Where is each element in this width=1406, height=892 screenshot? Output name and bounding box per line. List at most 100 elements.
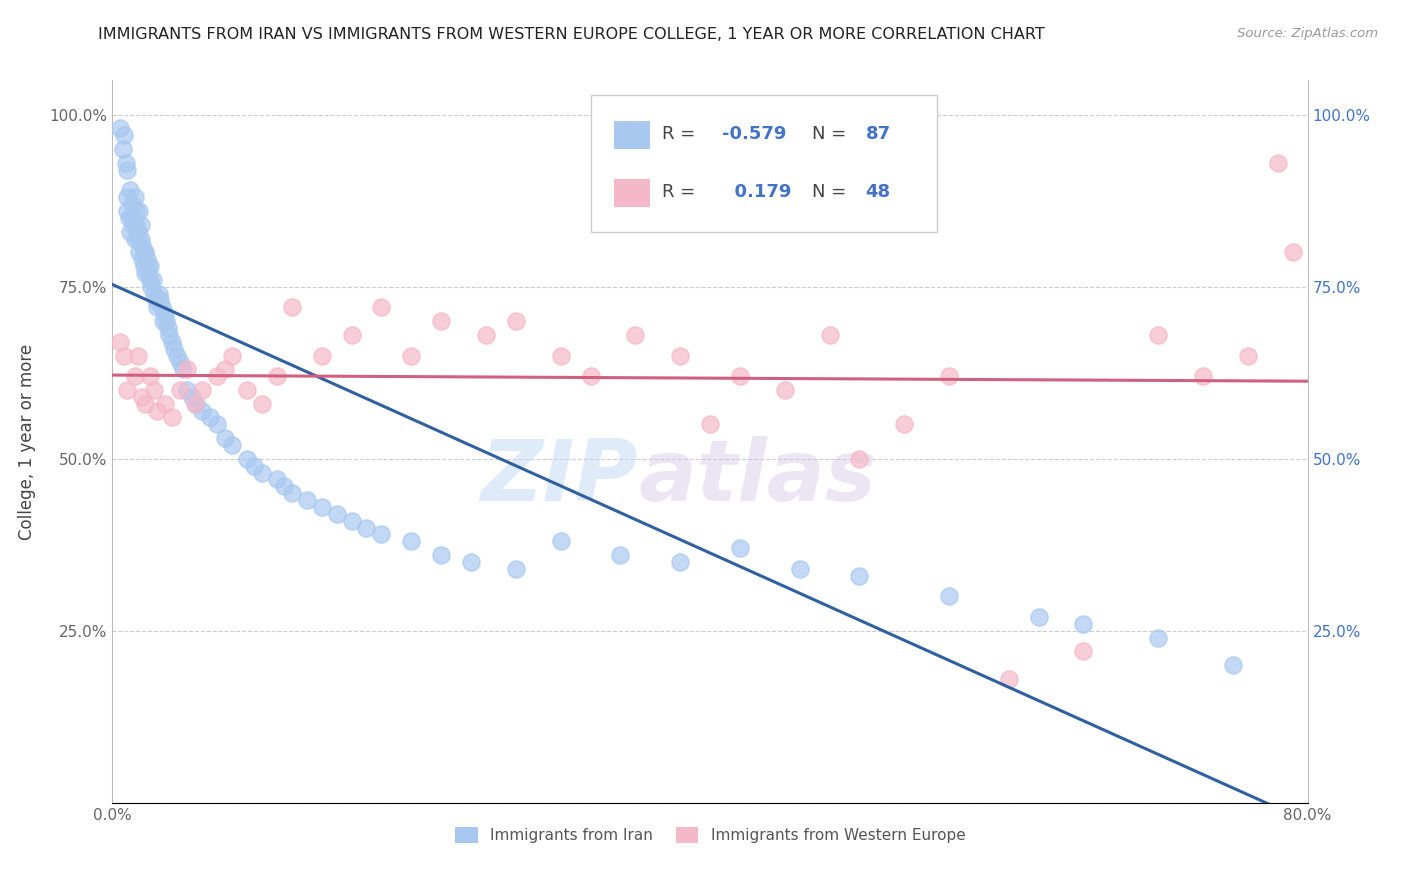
Point [124, 190, 146, 204]
Point [117, 190, 139, 204]
Point [162, 410, 183, 425]
Y-axis label: College, 1 year or more: College, 1 year or more [18, 343, 35, 540]
Point [1281, 245, 1303, 260]
Point [143, 286, 166, 301]
Text: R =: R = [662, 183, 702, 202]
Point [135, 252, 157, 267]
Point [1267, 156, 1289, 170]
Point [122, 218, 145, 232]
Point [340, 327, 363, 342]
Point [609, 548, 631, 562]
Point [117, 162, 139, 177]
Point [205, 417, 228, 432]
Point [138, 266, 160, 280]
Point [266, 369, 288, 384]
Point [132, 245, 155, 260]
Point [176, 383, 198, 397]
Text: 48: 48 [866, 183, 890, 202]
Point [152, 314, 174, 328]
Point [624, 327, 647, 342]
Point [938, 369, 960, 384]
Point [163, 342, 186, 356]
Point [143, 383, 166, 397]
Point [669, 555, 692, 569]
Point [311, 349, 333, 363]
Legend: Immigrants from Iran, Immigrants from Western Europe: Immigrants from Iran, Immigrants from We… [449, 822, 972, 849]
Point [505, 314, 527, 328]
Point [205, 369, 228, 384]
Bar [614, 121, 650, 149]
Point [127, 231, 149, 245]
Point [1237, 349, 1260, 363]
Text: Source: ZipAtlas.com: Source: ZipAtlas.com [1237, 27, 1378, 40]
Point [117, 204, 139, 219]
Point [146, 301, 169, 315]
Point [141, 279, 163, 293]
Point [848, 568, 870, 582]
Point [505, 562, 527, 576]
Point [138, 259, 160, 273]
Point [134, 245, 156, 260]
Point [281, 301, 304, 315]
Point [115, 156, 138, 170]
Point [669, 349, 692, 363]
Point [111, 142, 134, 156]
Point [131, 252, 153, 267]
Text: 87: 87 [866, 126, 890, 144]
Point [430, 548, 453, 562]
Point [127, 349, 149, 363]
Point [325, 507, 347, 521]
Point [134, 397, 156, 411]
Point [118, 211, 141, 225]
Point [236, 451, 259, 466]
Point [121, 197, 143, 211]
Text: IMMIGRANTS FROM IRAN VS IMMIGRANTS FROM WESTERN EUROPE COLLEGE, 1 YEAR OR MORE C: IMMIGRANTS FROM IRAN VS IMMIGRANTS FROM … [98, 27, 1045, 42]
Point [998, 672, 1021, 686]
Point [281, 486, 304, 500]
Point [153, 307, 176, 321]
Point [1222, 658, 1244, 673]
Point [1192, 369, 1215, 384]
Point [142, 273, 165, 287]
Point [108, 121, 131, 136]
Point [1073, 644, 1095, 658]
Point [156, 321, 179, 335]
Point [149, 293, 172, 308]
Point [150, 301, 173, 315]
Text: 0.179: 0.179 [723, 183, 792, 202]
Point [221, 438, 243, 452]
Point [789, 562, 811, 576]
Point [250, 466, 273, 480]
Point [176, 362, 198, 376]
Point [401, 349, 423, 363]
Point [1073, 616, 1095, 631]
Point [938, 590, 960, 604]
Point [132, 259, 155, 273]
Point [129, 231, 152, 245]
Point [139, 259, 162, 273]
Point [311, 500, 333, 514]
Point [127, 225, 149, 239]
Point [773, 383, 796, 397]
Point [401, 534, 423, 549]
Text: -0.579: -0.579 [723, 126, 786, 144]
Point [243, 458, 266, 473]
Text: N =: N = [811, 126, 852, 144]
Point [120, 225, 142, 239]
Point [250, 397, 273, 411]
Point [191, 383, 214, 397]
Text: atlas: atlas [638, 436, 876, 519]
Point [356, 520, 378, 534]
Point [550, 349, 572, 363]
Point [155, 314, 177, 328]
Point [131, 238, 153, 252]
Point [172, 362, 194, 376]
Point [1147, 631, 1170, 645]
Bar [614, 179, 650, 207]
Point [131, 390, 153, 404]
Point [114, 349, 135, 363]
FancyBboxPatch shape [591, 95, 938, 232]
Point [145, 293, 167, 308]
Point [180, 390, 202, 404]
Point [139, 273, 162, 287]
